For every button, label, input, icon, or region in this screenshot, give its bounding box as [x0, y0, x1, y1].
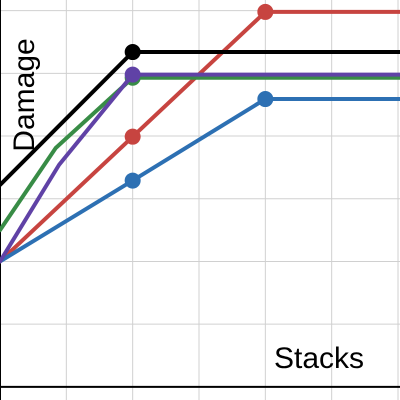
series-line: [0, 75, 400, 233]
plot-area: [0, 3, 400, 264]
data-point: [124, 44, 141, 61]
data-point: [124, 66, 141, 83]
series-line: [0, 72, 400, 264]
data-point: [257, 3, 274, 20]
y-axis-label: Damage: [8, 38, 41, 151]
data-point: [257, 91, 274, 108]
series-line: [0, 97, 400, 264]
data-point: [124, 128, 141, 145]
x-axis-label: Stacks: [274, 342, 364, 375]
data-point: [124, 172, 141, 189]
